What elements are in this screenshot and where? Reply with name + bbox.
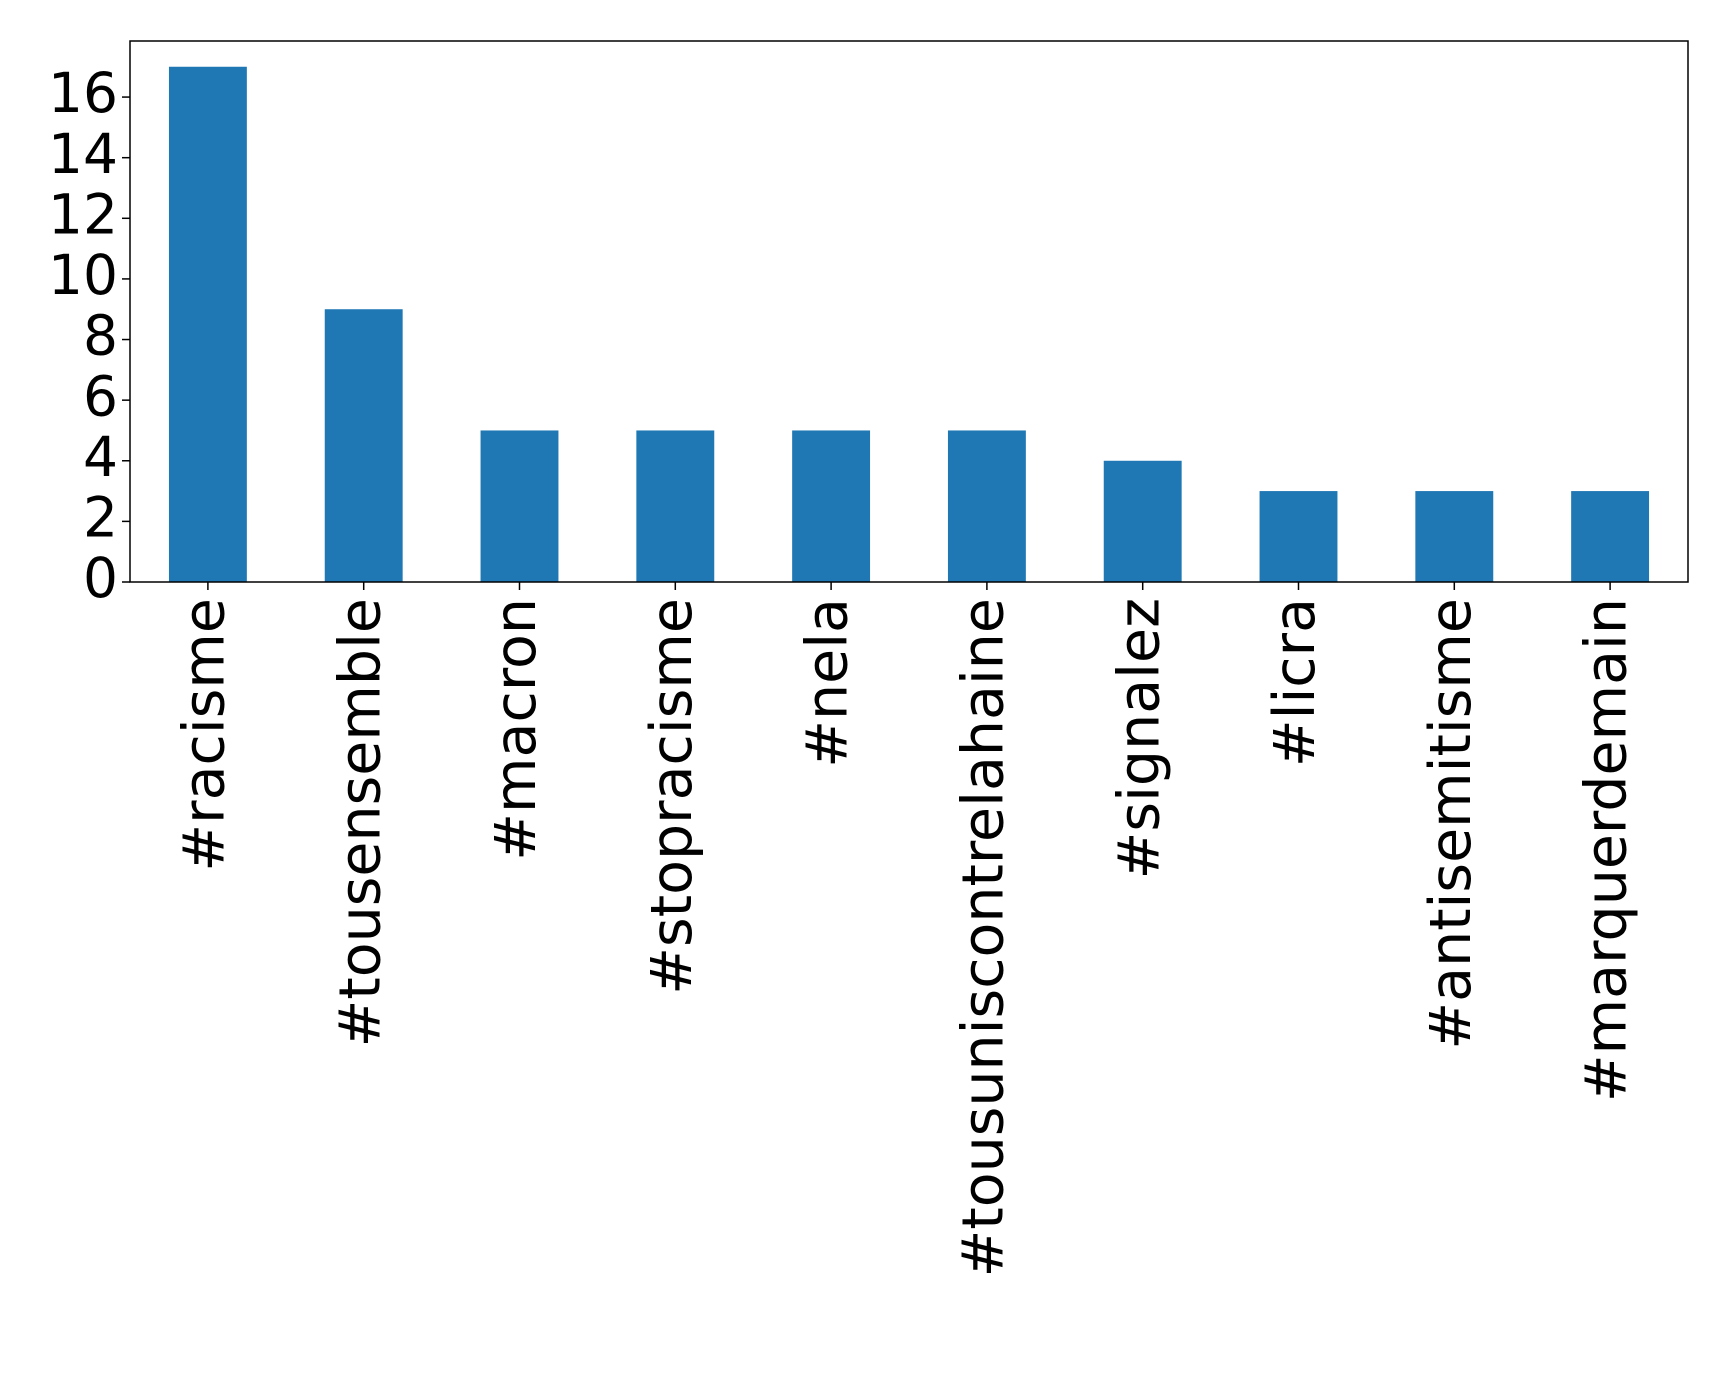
bar: [1103, 460, 1182, 582]
x-tick-label: #racisme: [172, 598, 238, 872]
y-tick-label: 16: [48, 61, 118, 125]
x-tick-label: #tousensemble: [327, 598, 393, 1047]
y-tick-label: 0: [83, 546, 118, 610]
y-tick-label: 6: [83, 364, 118, 428]
y-tick-label: 10: [48, 243, 118, 307]
bar: [1415, 491, 1494, 582]
y-tick-label: 12: [48, 182, 118, 246]
bar: [947, 430, 1026, 582]
bar: [1259, 491, 1338, 582]
x-tick-label: #nela: [795, 598, 861, 768]
x-tick-label: #marquerdemain: [1574, 598, 1640, 1102]
bar: [636, 430, 715, 582]
x-tick-label: #stopracisme: [639, 598, 705, 995]
bar: [324, 309, 403, 582]
y-tick-label: 4: [83, 425, 118, 489]
y-tick-label: 8: [83, 304, 118, 368]
y-tick-label: 14: [48, 122, 118, 186]
x-tick-label: #macron: [483, 598, 549, 861]
plot-frame: [129, 40, 1689, 583]
x-tick-label: #signalez: [1106, 598, 1172, 879]
bar: [1571, 491, 1650, 582]
y-tick-label: 2: [83, 486, 118, 550]
x-tick-label: #tousuniscontrelahaine: [951, 598, 1017, 1277]
x-tick-label: #antisemitisme: [1418, 598, 1484, 1050]
bar: [792, 430, 871, 582]
x-tick-label: #licra: [1262, 598, 1328, 767]
bar: [168, 66, 247, 582]
bar: [480, 430, 559, 582]
